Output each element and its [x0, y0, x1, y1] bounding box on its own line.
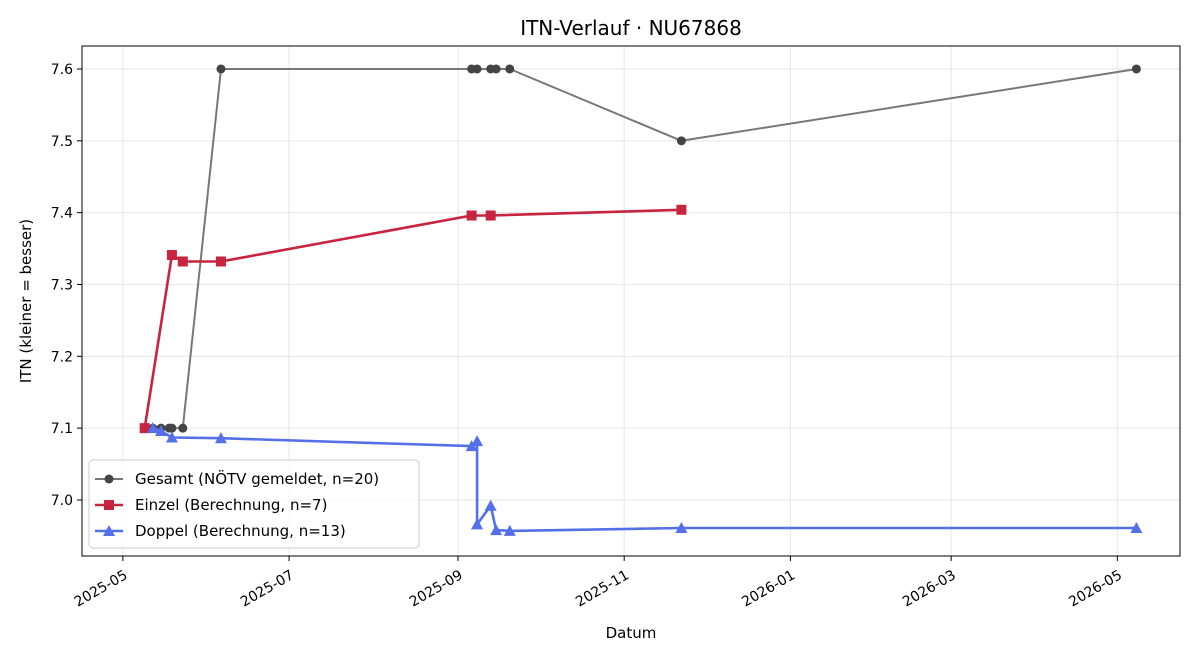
data-point	[1131, 64, 1141, 74]
data-point	[178, 423, 188, 433]
data-point	[471, 518, 484, 530]
plot-frame	[81, 45, 1181, 557]
y-axis: 7.0 7.1 7.2 7.3 7.4 7.5 7.6	[51, 62, 82, 509]
series-2	[139, 204, 687, 434]
legend-entry: Einzel (Berechnung, n=7)	[95, 496, 327, 514]
data-point	[466, 210, 477, 221]
data-point	[505, 64, 515, 74]
y-tick-label: 7.0	[51, 493, 73, 509]
x-axis-title: Datum	[606, 624, 657, 642]
y-axis-title: ITN (kleiner = besser)	[17, 219, 35, 383]
series-3	[146, 422, 1143, 536]
data-point	[490, 524, 503, 536]
data-point	[155, 425, 168, 437]
data-point	[1130, 521, 1143, 533]
data-point	[472, 64, 482, 74]
data-point	[216, 64, 226, 74]
series-layer	[139, 64, 1143, 536]
y-tick-label: 7.4	[51, 206, 73, 222]
data-point	[485, 210, 496, 221]
y-tick-label: 7.6	[51, 62, 73, 78]
y-tick-label: 7.3	[51, 277, 73, 293]
legend-label: Doppel (Berechnung, n=13)	[135, 522, 346, 540]
legend-entry: Doppel (Berechnung, n=13)	[95, 522, 346, 540]
y-tick-label: 7.1	[51, 421, 73, 437]
legend-label: Gesamt (NÖTV gemeldet, n=20)	[135, 469, 379, 488]
data-point	[491, 64, 501, 74]
legend-entry: Gesamt (NÖTV gemeldet, n=20)	[95, 469, 379, 488]
data-point	[484, 499, 497, 511]
data-point	[214, 432, 227, 444]
chart-title: ITN-Verlauf · NU67868	[520, 16, 742, 40]
legend: Gesamt (NÖTV gemeldet, n=20) Einzel (Bere…	[88, 459, 420, 549]
data-point	[676, 204, 687, 215]
legend-marker	[104, 474, 114, 484]
data-point	[215, 256, 226, 267]
data-point	[471, 435, 484, 447]
legend-marker	[104, 500, 114, 510]
data-point	[165, 431, 178, 443]
y-tick-label: 7.5	[51, 134, 73, 150]
y-tick-label: 7.2	[51, 349, 73, 365]
grid	[82, 46, 1180, 556]
data-point	[139, 423, 150, 434]
legend-marker	[103, 525, 115, 536]
data-point	[177, 256, 188, 267]
data-point	[166, 250, 177, 261]
legend-box	[88, 459, 420, 549]
legend-label: Einzel (Berechnung, n=7)	[135, 496, 327, 514]
data-point	[676, 136, 686, 146]
data-point	[167, 423, 177, 433]
data-point	[503, 524, 516, 536]
data-point	[675, 521, 688, 533]
data-point	[146, 422, 159, 434]
